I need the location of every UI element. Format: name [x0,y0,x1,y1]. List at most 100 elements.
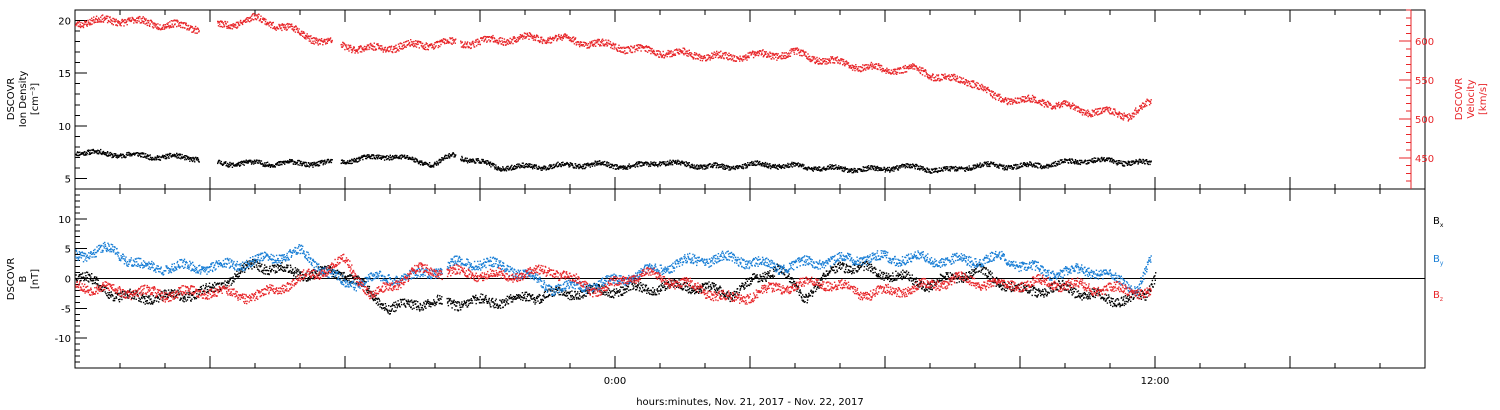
data-point-density [492,165,493,166]
data-point-density [672,162,673,163]
data-point-velocity [686,55,687,56]
data-point-velocity [678,49,679,50]
data-point-density [471,159,472,160]
data-point-density [704,168,705,169]
data-point-velocity [169,21,170,22]
data-point-density [368,154,369,155]
data-point-velocity [955,79,956,80]
data-point-density [1077,162,1078,163]
data-point-density [361,155,362,156]
data-point-density [1104,157,1105,158]
data-point-velocity [293,30,294,31]
data-point-density [807,169,808,170]
data-point-velocity [498,42,499,43]
data-point-velocity [879,67,880,68]
data-point-velocity [217,22,218,23]
data-point-velocity [366,47,367,48]
data-point-velocity [674,50,675,51]
data-point-velocity [173,26,174,27]
data-point-density [511,165,512,166]
data-point-velocity [416,46,417,47]
data-point-velocity [1022,96,1023,97]
data-point-velocity [753,57,754,58]
data-point-density [726,168,727,169]
data-point-velocity [800,51,801,52]
data-point-velocity [597,41,598,42]
data-point-velocity [177,21,178,22]
data-point-density [541,170,542,171]
data-point-velocity [440,44,441,45]
data-point-velocity [503,45,504,46]
data-point-density [1080,164,1081,165]
data-point-velocity [855,64,856,65]
data-point-density [717,163,718,164]
data-point-velocity [472,41,473,42]
data-point-velocity [505,44,506,45]
data-point-velocity [862,64,863,65]
data-point-velocity [515,40,516,41]
data-point-velocity [490,40,491,41]
data-point-velocity [999,98,1000,99]
series-velocity [75,13,1152,122]
data-point-density [420,162,421,163]
data-point-velocity [706,55,707,56]
data-point-density [324,160,325,161]
data-point-density [1031,164,1032,165]
data-point-velocity [284,28,285,29]
data-point-density [399,158,400,159]
data-point-velocity [953,78,954,79]
data-point-velocity [222,26,223,27]
data-point-velocity [551,42,552,43]
data-point-velocity [784,52,785,53]
data-point-velocity [960,82,961,83]
data-point-density [898,169,899,170]
data-point-velocity [178,23,179,24]
data-point-density [675,160,676,161]
data-point-velocity [865,69,866,70]
data-point-density [503,168,504,169]
data-point-density [592,166,593,167]
data-point-velocity [1015,98,1016,99]
data-point-density [389,159,390,160]
data-point-velocity [964,81,965,82]
data-point-velocity [183,22,184,23]
data-point-density [310,165,311,166]
data-point-velocity [157,23,158,24]
data-point-velocity [159,24,160,25]
data-point-velocity [840,60,841,61]
data-point-density [326,161,327,162]
data-point-velocity [874,68,875,69]
data-point-density [288,161,289,162]
data-point-density [642,162,643,163]
data-point-velocity [497,40,498,41]
data-point-velocity [656,50,657,51]
data-point-velocity [698,58,699,59]
data-point-velocity [146,22,147,23]
data-point-density [516,164,517,165]
data-point-density [326,162,327,163]
data-point-density [802,164,803,165]
data-point-density [679,163,680,164]
data-point-velocity [296,29,297,30]
data-point-density [672,164,673,165]
data-point-velocity [872,63,873,64]
data-point-density [762,165,763,166]
data-point-density [105,153,106,154]
data-point-velocity [709,57,710,58]
data-point-density [1077,160,1078,161]
data-point-velocity [294,29,295,30]
data-point-velocity [917,69,918,70]
data-point-density [324,161,325,162]
data-point-density [299,165,300,166]
data-point-density [889,167,890,168]
data-point-velocity [387,47,388,48]
data-point-density [381,159,382,160]
data-point-velocity [242,24,243,25]
data-point-velocity [793,50,794,51]
data-point-velocity [225,21,226,22]
data-point-density [787,163,788,164]
data-point-velocity [872,65,873,66]
data-point-velocity [192,28,193,29]
data-point-velocity [832,62,833,63]
data-point-velocity [306,35,307,36]
